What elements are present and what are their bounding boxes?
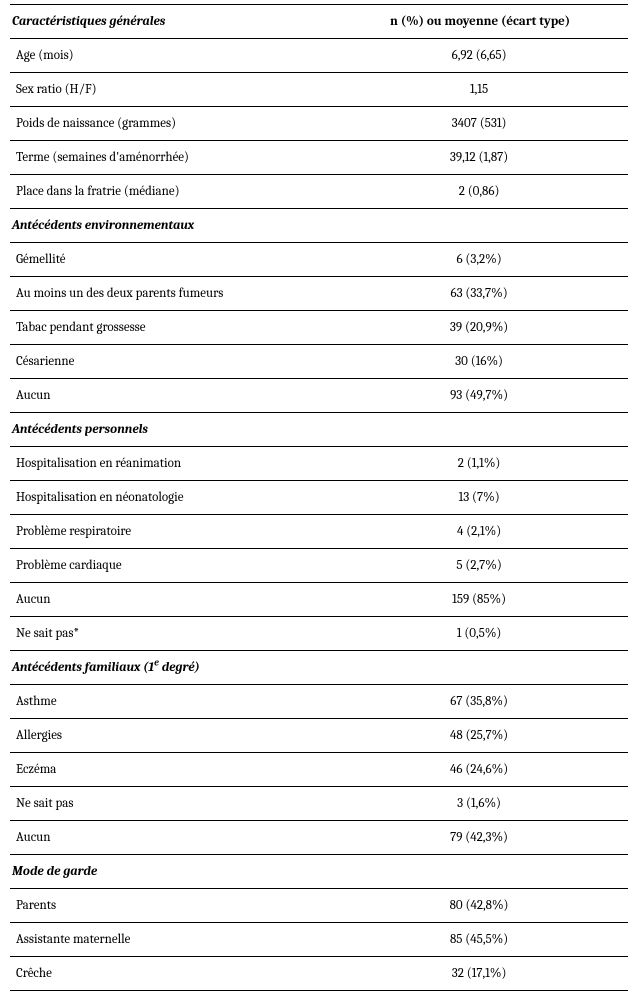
table-row: Problème respiratoire 4 (2,1%) xyxy=(10,515,628,549)
row-value: 48 (25,7%) xyxy=(330,719,628,753)
row-value: 93 (49,7%) xyxy=(330,379,628,413)
row-value: 3407 (531) xyxy=(330,107,628,141)
section-title: Antécédents familiaux (1e degré) xyxy=(10,651,628,685)
row-value: 67 (35,8%) xyxy=(330,685,628,719)
row-label: Ne sait pas xyxy=(10,787,330,821)
row-value: 2 (1,1%) xyxy=(330,447,628,481)
table-row: Tabac pendant grossesse 39 (20,9%) xyxy=(10,311,628,345)
table-row: Aucun 159 (85%) xyxy=(10,583,628,617)
row-value: 46 (24,6%) xyxy=(330,753,628,787)
row-value: 4 (2,1%) xyxy=(330,515,628,549)
row-value: 30 (16%) xyxy=(330,345,628,379)
section-title-prefix: Antécédents familiaux (1 xyxy=(12,660,154,675)
row-value: 1 (0,5%) xyxy=(330,617,628,651)
row-label: Asthme xyxy=(10,685,330,719)
row-label: Gémellité xyxy=(10,243,330,277)
row-label: Aucun xyxy=(10,821,330,855)
row-label: Aucun xyxy=(10,583,330,617)
section-title: Mode de garde xyxy=(10,855,628,889)
row-value: 6 (3,2%) xyxy=(330,243,628,277)
row-label: Ne sait pas* xyxy=(10,617,330,651)
row-label: Hospitalisation en réanimation xyxy=(10,447,330,481)
table-row: Ne sait pas 3 (1,6%) xyxy=(10,787,628,821)
table-row: Césarienne 30 (16%) xyxy=(10,345,628,379)
table-row: Ne sait pas* 1 (0,5%) xyxy=(10,617,628,651)
section-env: Antécédents environnementaux xyxy=(10,209,628,243)
row-value: 13 (7%) xyxy=(330,481,628,515)
row-label: Eczéma xyxy=(10,753,330,787)
table-row: Assistante maternelle 85 (45,5%) xyxy=(10,923,628,957)
row-label: Age (mois) xyxy=(10,39,330,73)
table-row: Hospitalisation en réanimation 2 (1,1%) xyxy=(10,447,628,481)
table-row: Hospitalisation en néonatologie 13 (7%) xyxy=(10,481,628,515)
section-title: Antécédents environnementaux xyxy=(10,209,628,243)
row-label: Au moins un des deux parents fumeurs xyxy=(10,277,330,311)
table-row: Eczéma 46 (24,6%) xyxy=(10,753,628,787)
row-value: 3 (1,6%) xyxy=(330,787,628,821)
section-title-suffix: degré) xyxy=(159,660,200,675)
section-title: Antécédents personnels xyxy=(10,413,628,447)
row-label: Allergies xyxy=(10,719,330,753)
row-value: 85 (45,5%) xyxy=(330,923,628,957)
row-label: Césarienne xyxy=(10,345,330,379)
header-label: Caractéristiques générales xyxy=(10,5,330,39)
table-row: Age (mois) 6,92 (6,65) xyxy=(10,39,628,73)
table-row: Crêche 32 (17,1%) xyxy=(10,957,628,991)
table-row: Gémellité 6 (3,2%) xyxy=(10,243,628,277)
row-label: Aucun xyxy=(10,379,330,413)
row-value: 63 (33,7%) xyxy=(330,277,628,311)
row-label: Problème respiratoire xyxy=(10,515,330,549)
row-label: Assistante maternelle xyxy=(10,923,330,957)
row-value: 1,15 xyxy=(330,73,628,107)
table-header-row: Caractéristiques générales n (%) ou moye… xyxy=(10,5,628,39)
section-fam: Antécédents familiaux (1e degré) xyxy=(10,651,628,685)
row-label: Sex ratio (H/F) xyxy=(10,73,330,107)
row-value: 79 (42,3%) xyxy=(330,821,628,855)
characteristics-table: Caractéristiques générales n (%) ou moye… xyxy=(10,4,628,991)
table-row: Parents 80 (42,8%) xyxy=(10,889,628,923)
row-value: 32 (17,1%) xyxy=(330,957,628,991)
section-pers: Antécédents personnels xyxy=(10,413,628,447)
row-label: Tabac pendant grossesse xyxy=(10,311,330,345)
row-value: 80 (42,8%) xyxy=(330,889,628,923)
row-value: 39,12 (1,87) xyxy=(330,141,628,175)
row-label: Problème cardiaque xyxy=(10,549,330,583)
row-label: Hospitalisation en néonatologie xyxy=(10,481,330,515)
row-label: Parents xyxy=(10,889,330,923)
table-row: Problème cardiaque 5 (2,7%) xyxy=(10,549,628,583)
row-label: Poids de naissance (grammes) xyxy=(10,107,330,141)
table-row: Asthme 67 (35,8%) xyxy=(10,685,628,719)
row-label: Place dans la fratrie (médiane) xyxy=(10,175,330,209)
table-row: Terme (semaines d'aménorrhée) 39,12 (1,8… xyxy=(10,141,628,175)
row-value: 2 (0,86) xyxy=(330,175,628,209)
table-row: Au moins un des deux parents fumeurs 63 … xyxy=(10,277,628,311)
table-row: Aucun 93 (49,7%) xyxy=(10,379,628,413)
row-label: Terme (semaines d'aménorrhée) xyxy=(10,141,330,175)
row-label: Crêche xyxy=(10,957,330,991)
table-row: Aucun 79 (42,3%) xyxy=(10,821,628,855)
row-value: 5 (2,7%) xyxy=(330,549,628,583)
section-garde: Mode de garde xyxy=(10,855,628,889)
row-value: 39 (20,9%) xyxy=(330,311,628,345)
table-row: Sex ratio (H/F) 1,15 xyxy=(10,73,628,107)
header-value: n (%) ou moyenne (écart type) xyxy=(330,5,628,39)
table-row: Poids de naissance (grammes) 3407 (531) xyxy=(10,107,628,141)
table-row: Place dans la fratrie (médiane) 2 (0,86) xyxy=(10,175,628,209)
row-value: 6,92 (6,65) xyxy=(330,39,628,73)
row-value: 159 (85%) xyxy=(330,583,628,617)
table-row: Allergies 48 (25,7%) xyxy=(10,719,628,753)
